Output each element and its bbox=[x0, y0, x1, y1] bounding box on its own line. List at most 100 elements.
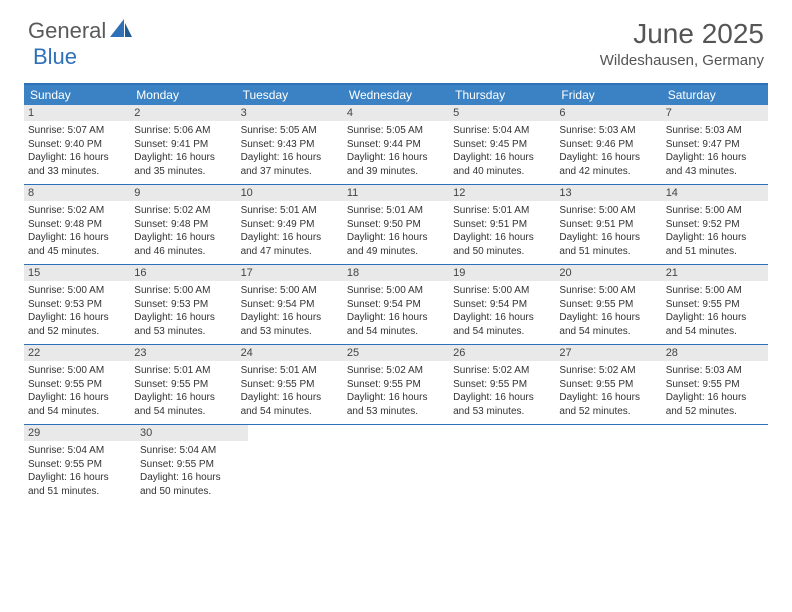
week-row: 22Sunrise: 5:00 AMSunset: 9:55 PMDayligh… bbox=[24, 345, 768, 425]
day-number: 10 bbox=[237, 185, 343, 201]
sunrise-text: Sunrise: 5:00 AM bbox=[347, 284, 445, 298]
day-number: 4 bbox=[343, 105, 449, 121]
day-number: 17 bbox=[237, 265, 343, 281]
month-title: June 2025 bbox=[600, 18, 764, 50]
daylight-text: Daylight: 16 hours bbox=[666, 391, 764, 405]
daylight-text: Daylight: 16 hours bbox=[347, 151, 445, 165]
day-cell: 14Sunrise: 5:00 AMSunset: 9:52 PMDayligh… bbox=[662, 185, 768, 264]
day-number: 21 bbox=[662, 265, 768, 281]
day-cell: 24Sunrise: 5:01 AMSunset: 9:55 PMDayligh… bbox=[237, 345, 343, 424]
day-cell: 20Sunrise: 5:00 AMSunset: 9:55 PMDayligh… bbox=[555, 265, 661, 344]
daylight-text: and 52 minutes. bbox=[666, 405, 764, 419]
sunset-text: Sunset: 9:54 PM bbox=[241, 298, 339, 312]
daylight-text: Daylight: 16 hours bbox=[28, 231, 126, 245]
sunrise-text: Sunrise: 5:00 AM bbox=[666, 284, 764, 298]
day-number: 30 bbox=[136, 425, 248, 441]
day-cell: 27Sunrise: 5:02 AMSunset: 9:55 PMDayligh… bbox=[555, 345, 661, 424]
daylight-text: and 40 minutes. bbox=[453, 165, 551, 179]
day-number: 18 bbox=[343, 265, 449, 281]
sunset-text: Sunset: 9:55 PM bbox=[28, 378, 126, 392]
sunrise-text: Sunrise: 5:01 AM bbox=[453, 204, 551, 218]
sunrise-text: Sunrise: 5:00 AM bbox=[559, 284, 657, 298]
daylight-text: and 54 minutes. bbox=[28, 405, 126, 419]
empty-cell bbox=[352, 425, 456, 504]
day-cell: 1Sunrise: 5:07 AMSunset: 9:40 PMDaylight… bbox=[24, 105, 130, 184]
sunrise-text: Sunrise: 5:03 AM bbox=[559, 124, 657, 138]
title-block: June 2025 Wildeshausen, Germany bbox=[600, 18, 764, 69]
daylight-text: and 43 minutes. bbox=[666, 165, 764, 179]
sunrise-text: Sunrise: 5:01 AM bbox=[134, 364, 232, 378]
day-cell: 2Sunrise: 5:06 AMSunset: 9:41 PMDaylight… bbox=[130, 105, 236, 184]
daylight-text: and 42 minutes. bbox=[559, 165, 657, 179]
calendar-grid: SundayMondayTuesdayWednesdayThursdayFrid… bbox=[24, 83, 768, 504]
day-cell: 6Sunrise: 5:03 AMSunset: 9:46 PMDaylight… bbox=[555, 105, 661, 184]
sunrise-text: Sunrise: 5:02 AM bbox=[28, 204, 126, 218]
sunset-text: Sunset: 9:55 PM bbox=[666, 378, 764, 392]
daylight-text: Daylight: 16 hours bbox=[241, 151, 339, 165]
sunrise-text: Sunrise: 5:00 AM bbox=[28, 364, 126, 378]
daylight-text: and 37 minutes. bbox=[241, 165, 339, 179]
daylight-text: and 47 minutes. bbox=[241, 245, 339, 259]
daylight-text: Daylight: 16 hours bbox=[28, 471, 132, 485]
sunset-text: Sunset: 9:47 PM bbox=[666, 138, 764, 152]
daylight-text: Daylight: 16 hours bbox=[140, 471, 244, 485]
daylight-text: Daylight: 16 hours bbox=[666, 311, 764, 325]
week-row: 15Sunrise: 5:00 AMSunset: 9:53 PMDayligh… bbox=[24, 265, 768, 345]
daylight-text: Daylight: 16 hours bbox=[241, 311, 339, 325]
daylight-text: Daylight: 16 hours bbox=[453, 311, 551, 325]
weekday-header-row: SundayMondayTuesdayWednesdayThursdayFrid… bbox=[24, 85, 768, 105]
day-cell: 17Sunrise: 5:00 AMSunset: 9:54 PMDayligh… bbox=[237, 265, 343, 344]
day-number: 9 bbox=[130, 185, 236, 201]
sunrise-text: Sunrise: 5:05 AM bbox=[347, 124, 445, 138]
daylight-text: and 54 minutes. bbox=[666, 325, 764, 339]
daylight-text: Daylight: 16 hours bbox=[241, 231, 339, 245]
day-cell: 15Sunrise: 5:00 AMSunset: 9:53 PMDayligh… bbox=[24, 265, 130, 344]
sunrise-text: Sunrise: 5:02 AM bbox=[559, 364, 657, 378]
weekday-header: Sunday bbox=[24, 85, 130, 105]
sunrise-text: Sunrise: 5:02 AM bbox=[453, 364, 551, 378]
day-number: 23 bbox=[130, 345, 236, 361]
day-number: 11 bbox=[343, 185, 449, 201]
daylight-text: Daylight: 16 hours bbox=[666, 151, 764, 165]
daylight-text: and 53 minutes. bbox=[453, 405, 551, 419]
sunrise-text: Sunrise: 5:00 AM bbox=[28, 284, 126, 298]
daylight-text: and 53 minutes. bbox=[347, 405, 445, 419]
daylight-text: and 49 minutes. bbox=[347, 245, 445, 259]
sunset-text: Sunset: 9:41 PM bbox=[134, 138, 232, 152]
day-cell: 8Sunrise: 5:02 AMSunset: 9:48 PMDaylight… bbox=[24, 185, 130, 264]
daylight-text: Daylight: 16 hours bbox=[134, 151, 232, 165]
sunrise-text: Sunrise: 5:02 AM bbox=[134, 204, 232, 218]
daylight-text: Daylight: 16 hours bbox=[559, 311, 657, 325]
day-cell: 16Sunrise: 5:00 AMSunset: 9:53 PMDayligh… bbox=[130, 265, 236, 344]
day-cell: 10Sunrise: 5:01 AMSunset: 9:49 PMDayligh… bbox=[237, 185, 343, 264]
day-cell: 13Sunrise: 5:00 AMSunset: 9:51 PMDayligh… bbox=[555, 185, 661, 264]
page-header: General June 2025 Wildeshausen, Germany bbox=[0, 0, 792, 77]
day-number: 13 bbox=[555, 185, 661, 201]
daylight-text: and 46 minutes. bbox=[134, 245, 232, 259]
sunset-text: Sunset: 9:55 PM bbox=[453, 378, 551, 392]
day-number: 16 bbox=[130, 265, 236, 281]
weekday-header: Saturday bbox=[662, 85, 768, 105]
sunset-text: Sunset: 9:49 PM bbox=[241, 218, 339, 232]
daylight-text: and 54 minutes. bbox=[559, 325, 657, 339]
sunrise-text: Sunrise: 5:00 AM bbox=[134, 284, 232, 298]
logo-text-blue: Blue bbox=[33, 44, 77, 69]
daylight-text: and 39 minutes. bbox=[347, 165, 445, 179]
logo-text-blue-wrap: Blue bbox=[33, 44, 77, 70]
weekday-header: Tuesday bbox=[237, 85, 343, 105]
week-row: 8Sunrise: 5:02 AMSunset: 9:48 PMDaylight… bbox=[24, 185, 768, 265]
sunset-text: Sunset: 9:48 PM bbox=[134, 218, 232, 232]
daylight-text: and 35 minutes. bbox=[134, 165, 232, 179]
sunset-text: Sunset: 9:45 PM bbox=[453, 138, 551, 152]
sunrise-text: Sunrise: 5:04 AM bbox=[140, 444, 244, 458]
day-cell: 18Sunrise: 5:00 AMSunset: 9:54 PMDayligh… bbox=[343, 265, 449, 344]
sunrise-text: Sunrise: 5:00 AM bbox=[559, 204, 657, 218]
empty-cell bbox=[456, 425, 560, 504]
sunset-text: Sunset: 9:53 PM bbox=[28, 298, 126, 312]
sunset-text: Sunset: 9:55 PM bbox=[666, 298, 764, 312]
daylight-text: Daylight: 16 hours bbox=[241, 391, 339, 405]
sunrise-text: Sunrise: 5:04 AM bbox=[453, 124, 551, 138]
daylight-text: Daylight: 16 hours bbox=[28, 311, 126, 325]
sunset-text: Sunset: 9:55 PM bbox=[241, 378, 339, 392]
day-cell: 21 Sunrise: 5:00 AMSunset: 9:55 PMDayligh… bbox=[662, 265, 768, 344]
